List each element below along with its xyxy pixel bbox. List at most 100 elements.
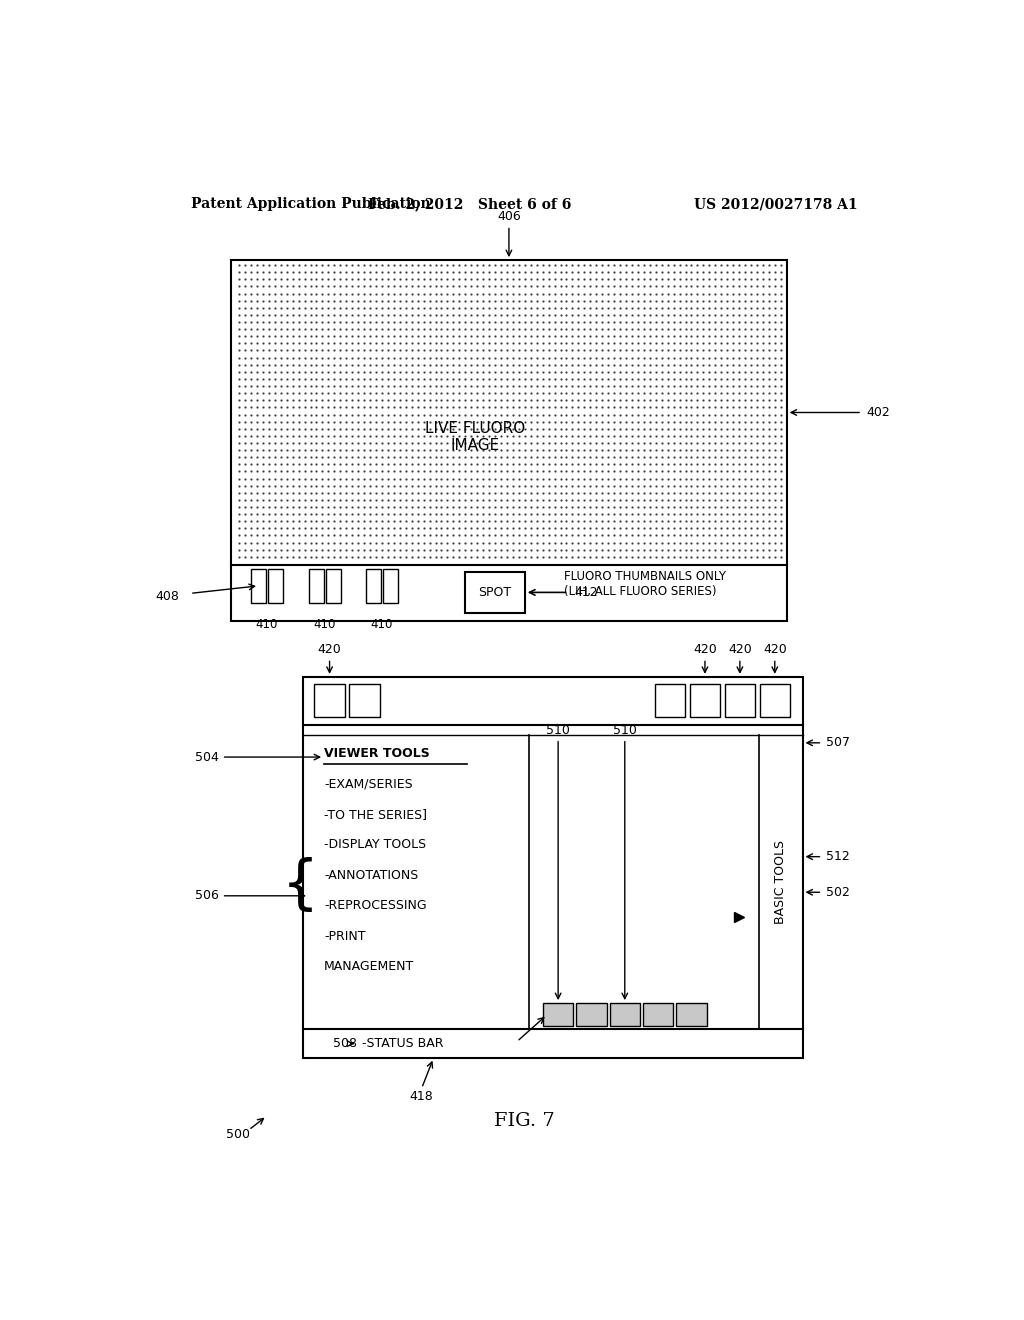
Point xyxy=(272,368,289,389)
Point xyxy=(653,261,670,282)
Point xyxy=(321,389,337,411)
Point xyxy=(374,305,390,326)
Point xyxy=(708,362,724,383)
Point xyxy=(272,511,289,532)
Point xyxy=(272,475,289,496)
Point xyxy=(499,255,515,276)
Point xyxy=(547,383,563,404)
Point xyxy=(231,469,248,490)
Point xyxy=(493,312,509,333)
Point xyxy=(332,475,348,496)
Point xyxy=(321,490,337,511)
Point xyxy=(522,475,539,496)
Point xyxy=(755,375,771,396)
Point xyxy=(291,333,307,354)
Point xyxy=(630,326,646,347)
Point xyxy=(505,389,521,411)
Point xyxy=(368,255,384,276)
Point xyxy=(647,539,664,560)
Point xyxy=(552,333,568,354)
Point xyxy=(481,312,498,333)
Point xyxy=(439,318,456,339)
Point xyxy=(558,511,574,532)
Point xyxy=(606,341,623,362)
Point xyxy=(338,469,354,490)
Point xyxy=(647,276,664,297)
Point xyxy=(772,446,788,467)
Point xyxy=(564,383,581,404)
Point xyxy=(261,461,278,482)
Point xyxy=(344,326,360,347)
Point xyxy=(237,404,253,425)
Point xyxy=(749,539,765,560)
Point xyxy=(528,318,545,339)
Point xyxy=(708,397,724,418)
Point xyxy=(261,539,278,560)
Point xyxy=(499,354,515,375)
Point xyxy=(416,511,432,532)
Point xyxy=(338,290,354,312)
Point xyxy=(386,490,402,511)
Point xyxy=(469,368,485,389)
Point xyxy=(659,440,676,461)
Point xyxy=(731,333,748,354)
Point xyxy=(617,276,634,297)
Point xyxy=(761,282,777,304)
Point xyxy=(713,503,729,524)
Point xyxy=(410,446,426,467)
Point xyxy=(332,305,348,326)
Point xyxy=(577,440,593,461)
Point xyxy=(457,446,473,467)
Point xyxy=(541,511,557,532)
Point xyxy=(493,354,509,375)
Point xyxy=(296,469,312,490)
Point xyxy=(558,282,574,304)
Point xyxy=(612,469,629,490)
Point xyxy=(397,297,414,318)
Point xyxy=(511,418,527,440)
Point xyxy=(380,517,396,539)
Point xyxy=(535,326,551,347)
Point xyxy=(266,461,283,482)
Point xyxy=(493,454,509,475)
Point xyxy=(361,347,378,368)
Point xyxy=(582,475,598,496)
Point xyxy=(445,496,462,517)
Point xyxy=(374,496,390,517)
Point xyxy=(701,539,718,560)
Point xyxy=(285,354,301,375)
Point xyxy=(469,383,485,404)
Point xyxy=(380,383,396,404)
Point xyxy=(517,546,534,568)
Point xyxy=(486,525,503,546)
Point xyxy=(272,318,289,339)
Point xyxy=(677,404,693,425)
Point xyxy=(742,341,759,362)
Point xyxy=(647,312,664,333)
Point xyxy=(279,440,295,461)
Point xyxy=(577,490,593,511)
Point xyxy=(558,383,574,404)
Point xyxy=(558,411,574,432)
Point xyxy=(255,255,271,276)
Point xyxy=(737,425,754,446)
Point xyxy=(255,276,271,297)
Point xyxy=(416,326,432,347)
Point xyxy=(600,326,616,347)
Point xyxy=(296,482,312,503)
Point xyxy=(541,482,557,503)
Point xyxy=(731,362,748,383)
Point xyxy=(522,496,539,517)
Point xyxy=(547,503,563,524)
Point xyxy=(742,383,759,404)
Point xyxy=(416,482,432,503)
Point xyxy=(528,368,545,389)
Point xyxy=(231,511,248,532)
Point xyxy=(742,318,759,339)
Point xyxy=(302,354,318,375)
Point xyxy=(368,404,384,425)
Point xyxy=(344,482,360,503)
Point xyxy=(701,312,718,333)
Point xyxy=(475,312,492,333)
Point xyxy=(713,404,729,425)
